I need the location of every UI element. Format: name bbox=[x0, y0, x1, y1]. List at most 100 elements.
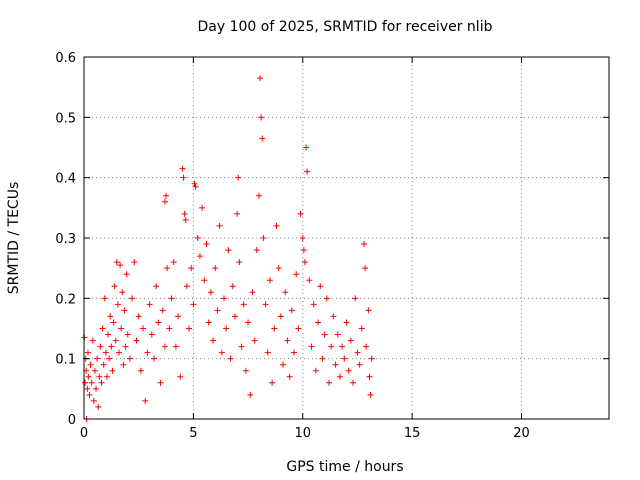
data-point bbox=[247, 391, 254, 398]
data-point bbox=[273, 222, 280, 229]
data-point bbox=[332, 361, 339, 368]
data-point bbox=[121, 307, 128, 314]
data-point bbox=[161, 343, 168, 350]
data-point bbox=[140, 325, 147, 332]
data-point bbox=[96, 373, 103, 380]
data-point bbox=[113, 259, 120, 266]
data-point bbox=[336, 373, 343, 380]
data-point bbox=[102, 349, 109, 356]
x-tick-label: 0 bbox=[80, 426, 88, 441]
data-point bbox=[365, 307, 372, 314]
data-point bbox=[205, 319, 212, 326]
plot-frame bbox=[83, 56, 610, 420]
data-point bbox=[203, 241, 210, 248]
data-point bbox=[117, 262, 124, 269]
data-point bbox=[144, 349, 151, 356]
data-point bbox=[249, 289, 256, 296]
data-point bbox=[227, 355, 234, 362]
data-point bbox=[137, 367, 144, 374]
data-point bbox=[317, 283, 324, 290]
data-point bbox=[308, 343, 315, 350]
data-point bbox=[172, 343, 179, 350]
data-point bbox=[120, 361, 127, 368]
data-point bbox=[129, 295, 136, 302]
data-point bbox=[271, 325, 278, 332]
data-point bbox=[97, 343, 104, 350]
data-points bbox=[81, 75, 375, 422]
data-point bbox=[98, 379, 105, 386]
data-point bbox=[264, 349, 271, 356]
data-point bbox=[116, 349, 122, 356]
data-point bbox=[110, 319, 117, 326]
data-point bbox=[182, 216, 189, 223]
data-point bbox=[368, 355, 375, 362]
data-point bbox=[131, 259, 138, 266]
data-point bbox=[291, 349, 297, 356]
data-point bbox=[207, 289, 214, 296]
data-point bbox=[223, 325, 230, 332]
data-point bbox=[367, 391, 374, 398]
data-point bbox=[159, 307, 166, 314]
data-point bbox=[126, 355, 133, 362]
data-point bbox=[280, 361, 287, 368]
axis-ticks: 0 5 10 15 20 0 0.1 0.2 0.3 0.4 0.5 0.6 bbox=[55, 51, 609, 441]
data-point bbox=[82, 379, 89, 386]
data-point bbox=[168, 295, 175, 302]
data-point bbox=[297, 210, 304, 217]
data-point bbox=[119, 289, 126, 296]
data-point bbox=[87, 361, 94, 368]
data-point bbox=[94, 355, 101, 362]
data-point bbox=[212, 265, 219, 272]
data-point bbox=[188, 265, 195, 272]
data-point bbox=[166, 325, 173, 332]
data-point bbox=[190, 301, 197, 308]
data-point bbox=[109, 367, 116, 374]
data-point bbox=[201, 277, 208, 284]
data-point bbox=[88, 379, 95, 386]
data-point bbox=[303, 144, 310, 151]
data-point bbox=[366, 373, 373, 380]
data-point bbox=[257, 75, 264, 82]
data-point bbox=[310, 301, 317, 308]
data-point bbox=[199, 204, 206, 211]
data-point bbox=[356, 361, 363, 368]
x-tick-label: 20 bbox=[513, 426, 530, 441]
y-axis-label: SRMTID / TECUs bbox=[6, 182, 22, 295]
y-tick-label: 0.4 bbox=[55, 172, 76, 187]
data-point bbox=[99, 325, 106, 332]
data-point bbox=[334, 331, 341, 338]
data-point bbox=[135, 313, 142, 320]
data-point bbox=[284, 337, 291, 344]
data-point bbox=[259, 135, 266, 142]
data-point bbox=[183, 283, 190, 290]
data-point bbox=[153, 283, 160, 290]
data-point bbox=[343, 319, 350, 326]
data-point bbox=[179, 165, 186, 172]
y-tick-label: 0.1 bbox=[55, 353, 76, 368]
data-point bbox=[238, 343, 245, 350]
data-point bbox=[177, 373, 184, 380]
data-point bbox=[170, 259, 177, 266]
data-point bbox=[163, 192, 170, 199]
data-point bbox=[363, 343, 370, 350]
data-point bbox=[89, 337, 96, 344]
data-point bbox=[361, 241, 367, 248]
data-point bbox=[161, 198, 168, 205]
y-tick-label: 0 bbox=[68, 413, 76, 428]
data-point bbox=[175, 313, 182, 320]
data-point bbox=[293, 271, 300, 278]
data-point bbox=[242, 367, 249, 374]
x-tick-label: 10 bbox=[294, 426, 311, 441]
data-point bbox=[114, 301, 121, 308]
data-point bbox=[269, 379, 276, 386]
data-point bbox=[85, 373, 92, 380]
data-point bbox=[304, 168, 311, 175]
data-point bbox=[262, 301, 269, 308]
data-point bbox=[86, 391, 93, 398]
data-point bbox=[186, 325, 192, 332]
data-point bbox=[210, 337, 217, 344]
data-point bbox=[155, 319, 162, 326]
data-point bbox=[288, 307, 295, 314]
data-point bbox=[124, 331, 131, 338]
